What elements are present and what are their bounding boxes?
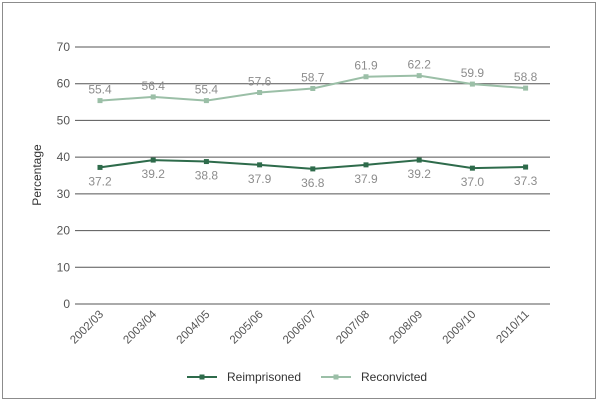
data-label: 37.0 xyxy=(461,175,485,189)
chart-frame xyxy=(2,2,596,399)
data-label: 59.9 xyxy=(461,66,485,80)
data-point xyxy=(363,74,369,80)
x-tick-label: 2009/10 xyxy=(441,309,479,347)
y-tick-label: 10 xyxy=(57,260,71,274)
data-point xyxy=(310,166,316,172)
legend-label: Reconvicted xyxy=(361,370,427,384)
data-point xyxy=(469,165,475,171)
data-point xyxy=(203,98,209,104)
data-label: 56.4 xyxy=(142,79,166,93)
data-point xyxy=(416,157,422,163)
data-point xyxy=(97,98,103,104)
data-point xyxy=(150,157,156,163)
x-tick-label: 2005/06 xyxy=(228,309,266,347)
data-label: 36.8 xyxy=(301,176,325,190)
y-tick-label: 60 xyxy=(57,77,71,91)
data-point xyxy=(150,94,156,100)
x-tick-label: 2003/04 xyxy=(121,308,159,346)
data-label: 37.2 xyxy=(88,174,112,188)
y-tick-label: 30 xyxy=(57,187,71,201)
data-label: 58.7 xyxy=(301,70,325,84)
y-tick-label: 70 xyxy=(57,40,71,54)
y-axis-ticks: 0 10 20 30 40 50 60 70 xyxy=(57,40,71,311)
x-tick-label: 2004/05 xyxy=(175,309,213,347)
data-point xyxy=(523,85,529,91)
x-tick-label: 2007/08 xyxy=(334,309,372,347)
y-tick-label: 40 xyxy=(57,150,71,164)
y-axis-label: Percentage xyxy=(30,144,44,206)
data-label: 61.9 xyxy=(354,59,378,73)
data-point xyxy=(203,159,209,165)
data-label: 37.9 xyxy=(354,172,378,186)
data-label: 37.9 xyxy=(248,172,272,186)
data-label: 37.3 xyxy=(514,174,538,188)
data-label: 38.8 xyxy=(195,169,219,183)
y-tick-label: 20 xyxy=(57,224,71,238)
data-label: 55.4 xyxy=(88,83,112,97)
data-point xyxy=(97,164,103,170)
legend: Reimprisoned Reconvicted xyxy=(187,370,427,384)
data-label: 55.4 xyxy=(195,83,219,97)
x-tick-label: 2002/03 xyxy=(68,309,106,347)
y-tick-label: 50 xyxy=(57,113,71,127)
legend-swatch-marker xyxy=(199,374,205,380)
x-tick-label: 2006/07 xyxy=(281,309,319,347)
data-label: 39.2 xyxy=(142,167,166,181)
legend-swatch-marker xyxy=(333,374,339,380)
data-label: 57.6 xyxy=(248,75,272,89)
data-point xyxy=(257,90,263,96)
data-point xyxy=(469,81,475,87)
y-tick-label: 0 xyxy=(63,297,70,311)
data-labels: 37.2 39.2 38.8 37.9 36.8 37.9 39.2 37.0 37.3 55.4… xyxy=(88,58,537,190)
x-tick-label: 2008/09 xyxy=(387,309,425,347)
data-point xyxy=(363,162,369,168)
data-point xyxy=(416,73,422,79)
x-tick-label: 2010/11 xyxy=(494,309,531,346)
data-point xyxy=(310,85,316,91)
series-group xyxy=(97,73,529,172)
x-axis-ticks: 2002/03 2003/04 2004/05 2005/06 2006/07 2007/… xyxy=(68,308,531,346)
data-label: 62.2 xyxy=(408,58,432,72)
data-label: 39.2 xyxy=(408,167,432,181)
data-point xyxy=(257,162,263,168)
data-point xyxy=(523,164,529,170)
data-label: 58.8 xyxy=(514,70,538,84)
legend-label: Reimprisoned xyxy=(227,370,301,384)
